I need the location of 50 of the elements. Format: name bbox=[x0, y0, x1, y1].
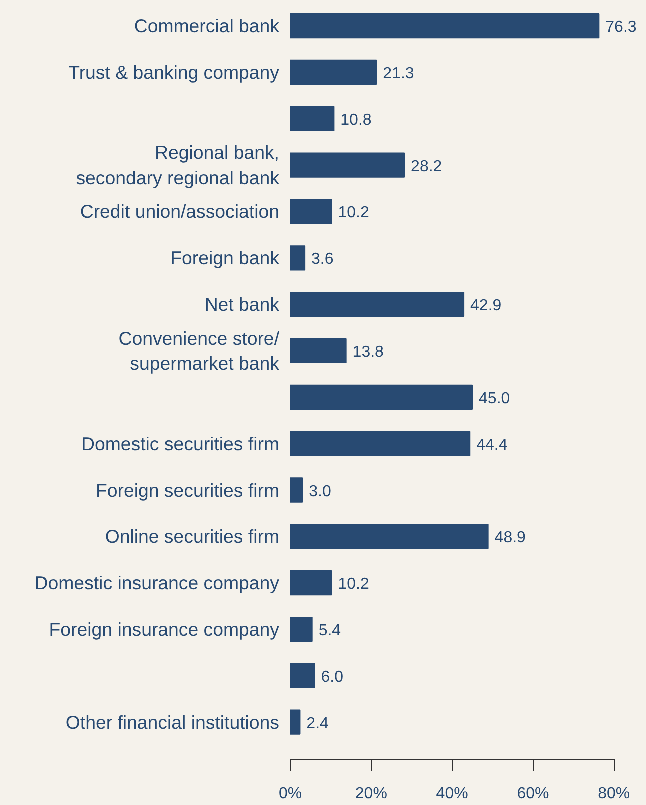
bar bbox=[290, 338, 347, 364]
y-tick-label: Foreign insurance company bbox=[49, 619, 280, 640]
data-label: 5.4 bbox=[318, 622, 342, 640]
data-label: 45.0 bbox=[479, 390, 510, 408]
data-label: 42.9 bbox=[470, 298, 502, 315]
bar bbox=[290, 524, 489, 550]
y-tick-label: Credit union/association bbox=[80, 201, 280, 222]
data-label: 76.3 bbox=[606, 19, 637, 36]
bar bbox=[290, 13, 600, 39]
x-tick-label: 60% bbox=[517, 786, 550, 802]
bar bbox=[290, 199, 332, 224]
bar bbox=[290, 663, 316, 689]
data-label: 21.3 bbox=[383, 65, 414, 82]
data-label: 10.2 bbox=[338, 204, 370, 222]
y-tick-label: Net bank bbox=[204, 294, 280, 316]
y-tick-label: Domestic securities firm bbox=[82, 433, 280, 454]
data-label: 3.0 bbox=[309, 483, 332, 500]
bar bbox=[290, 246, 306, 271]
bar bbox=[290, 616, 313, 642]
x-tick-label: 40% bbox=[436, 786, 468, 802]
y-tick-label: Trust & banking company bbox=[68, 62, 280, 83]
data-label: 10.8 bbox=[340, 112, 372, 129]
bar bbox=[290, 431, 471, 456]
x-tick-label: 0% bbox=[278, 786, 302, 802]
data-label: 28.2 bbox=[411, 158, 442, 176]
x-tick-label: 20% bbox=[355, 786, 388, 802]
data-label: 48.9 bbox=[494, 530, 526, 547]
data-label: 2.4 bbox=[306, 715, 330, 732]
bar bbox=[290, 60, 378, 86]
y-tick-label: Commercial bank bbox=[134, 16, 280, 37]
data-label: 3.6 bbox=[312, 251, 334, 268]
bar bbox=[290, 570, 332, 596]
bar bbox=[290, 152, 406, 178]
y-tick-label: Foreign securities firm bbox=[96, 480, 280, 501]
data-label: 6.0 bbox=[321, 668, 344, 686]
x-tick-label: 80% bbox=[598, 786, 630, 802]
bar bbox=[290, 384, 474, 410]
data-label: 44.4 bbox=[476, 436, 508, 454]
y-tick-label: Domestic insurance company bbox=[34, 572, 280, 594]
bar bbox=[290, 292, 465, 318]
data-label: 13.8 bbox=[352, 344, 384, 361]
y-tick-label: Regional bank, secondary regional bank bbox=[76, 142, 280, 188]
bar bbox=[290, 478, 304, 503]
y-tick-label: Convenience store/ supermarket bank bbox=[118, 328, 280, 374]
bar bbox=[290, 710, 301, 735]
data-label: 10.2 bbox=[338, 576, 370, 594]
bar bbox=[290, 106, 335, 132]
y-tick-label: Foreign bank bbox=[170, 248, 280, 269]
y-tick-label: Online securities firm bbox=[105, 526, 280, 548]
y-tick-label: Other financial institutions bbox=[66, 712, 280, 733]
